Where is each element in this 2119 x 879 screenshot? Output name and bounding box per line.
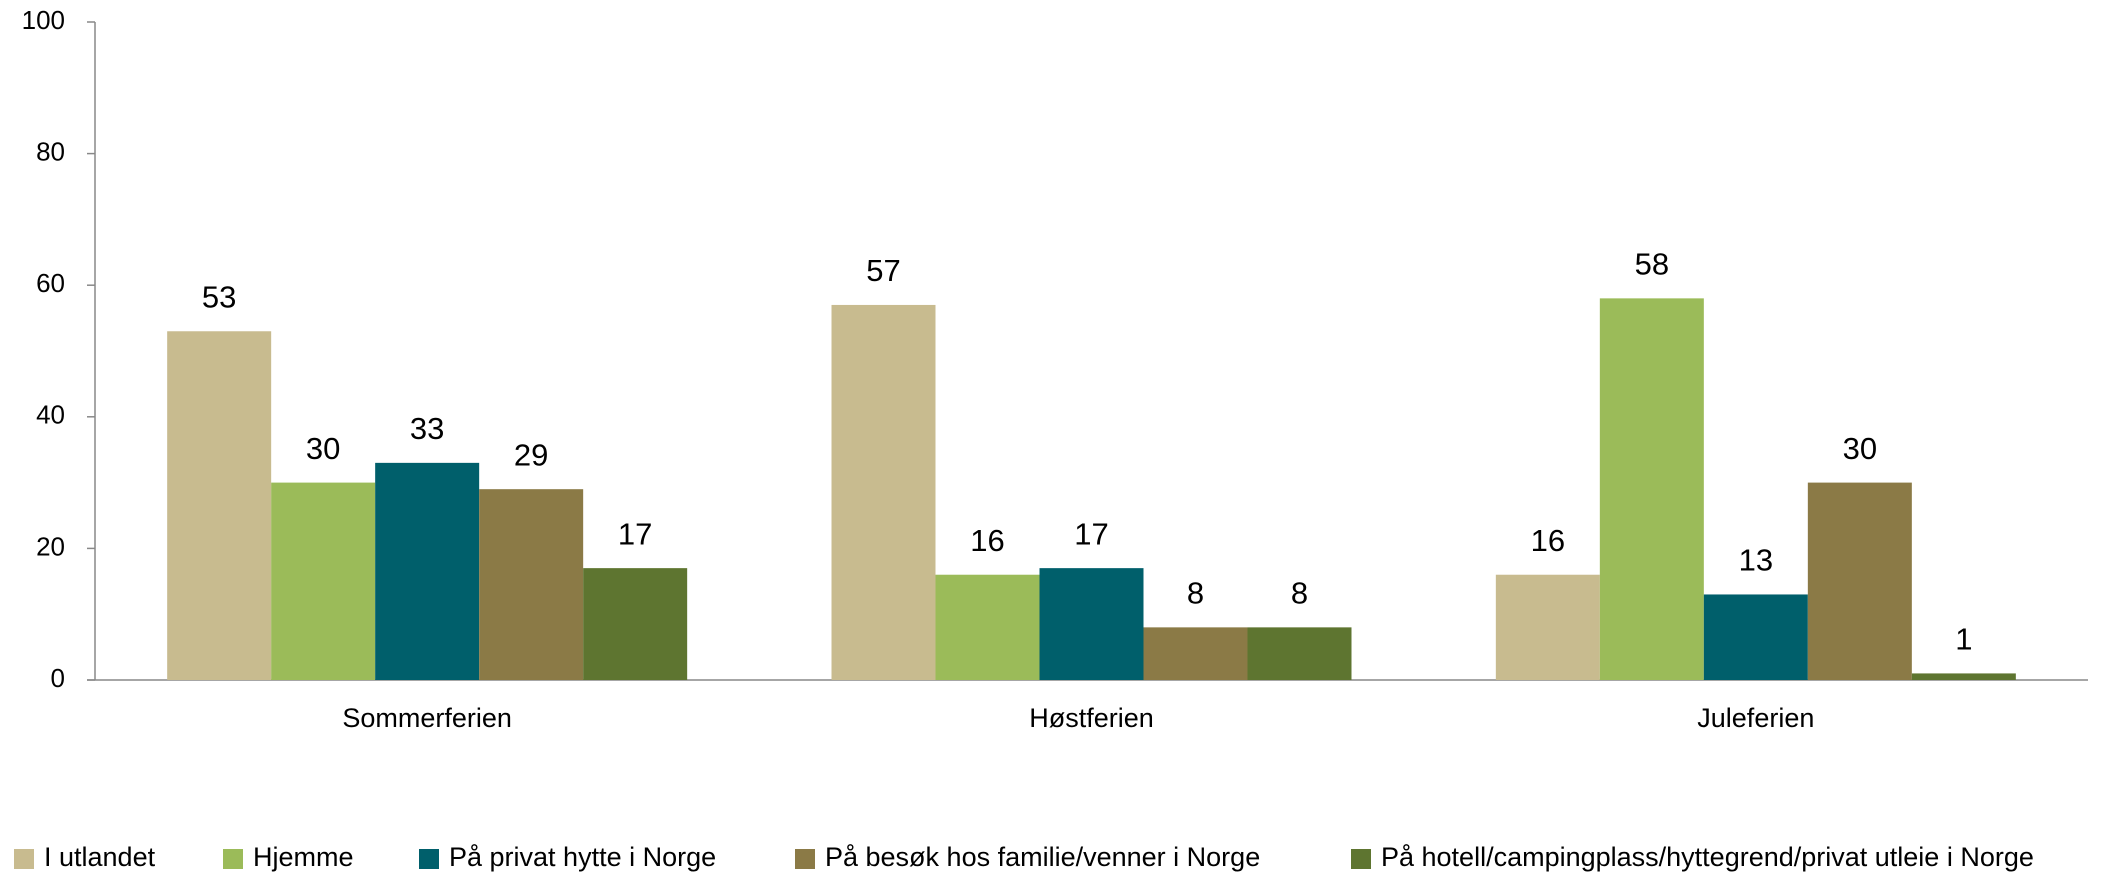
legend-label: På besøk hos familie/venner i Norge (825, 842, 1260, 872)
data-label: 30 (306, 431, 340, 466)
data-label: 17 (618, 516, 652, 551)
data-label: 58 (1635, 247, 1669, 282)
bar (831, 304, 936, 680)
bar (1599, 298, 1704, 680)
bar (583, 568, 688, 680)
bar (479, 489, 584, 680)
bar (1807, 482, 1912, 680)
legend-label: På hotell/campingplass/hyttegrend/privat… (1381, 842, 2034, 872)
y-tick-label: 0 (51, 663, 65, 693)
bar (935, 574, 1040, 680)
data-label: 53 (202, 279, 236, 314)
data-label: 33 (410, 411, 444, 446)
bar (1039, 568, 1144, 680)
bar (167, 331, 272, 680)
data-label: 8 (1187, 576, 1204, 611)
data-label: 8 (1291, 576, 1308, 611)
legend-swatch (14, 849, 34, 869)
data-label: 13 (1739, 543, 1773, 578)
y-tick-label: 60 (36, 268, 65, 298)
y-tick-label: 40 (36, 400, 65, 430)
data-label: 30 (1843, 431, 1877, 466)
bar (1703, 594, 1808, 680)
data-label: 57 (866, 253, 900, 288)
data-label: 17 (1074, 516, 1108, 551)
bar (1911, 673, 2016, 680)
x-tick-label: Høstferien (1029, 703, 1154, 733)
legend-swatch (419, 849, 439, 869)
data-label: 1 (1955, 622, 1972, 657)
data-label: 16 (970, 523, 1004, 558)
y-tick-label: 20 (36, 531, 65, 561)
y-tick-label: 80 (36, 136, 65, 166)
legend-swatch (795, 849, 815, 869)
x-tick-label: Sommerferien (342, 703, 512, 733)
bar (1247, 627, 1352, 680)
data-label: 29 (514, 437, 548, 472)
x-tick-label: Juleferien (1697, 703, 1814, 733)
y-tick-label: 100 (22, 5, 65, 35)
legend-swatch (1351, 849, 1371, 869)
bar (375, 462, 480, 680)
data-label: 16 (1531, 523, 1565, 558)
legend-label: På privat hytte i Norge (449, 842, 716, 872)
legend-label: Hjemme (253, 842, 354, 872)
bar (1495, 574, 1600, 680)
bar (271, 482, 376, 680)
legend-label: I utlandet (44, 842, 156, 872)
bar (1143, 627, 1248, 680)
legend-swatch (223, 849, 243, 869)
